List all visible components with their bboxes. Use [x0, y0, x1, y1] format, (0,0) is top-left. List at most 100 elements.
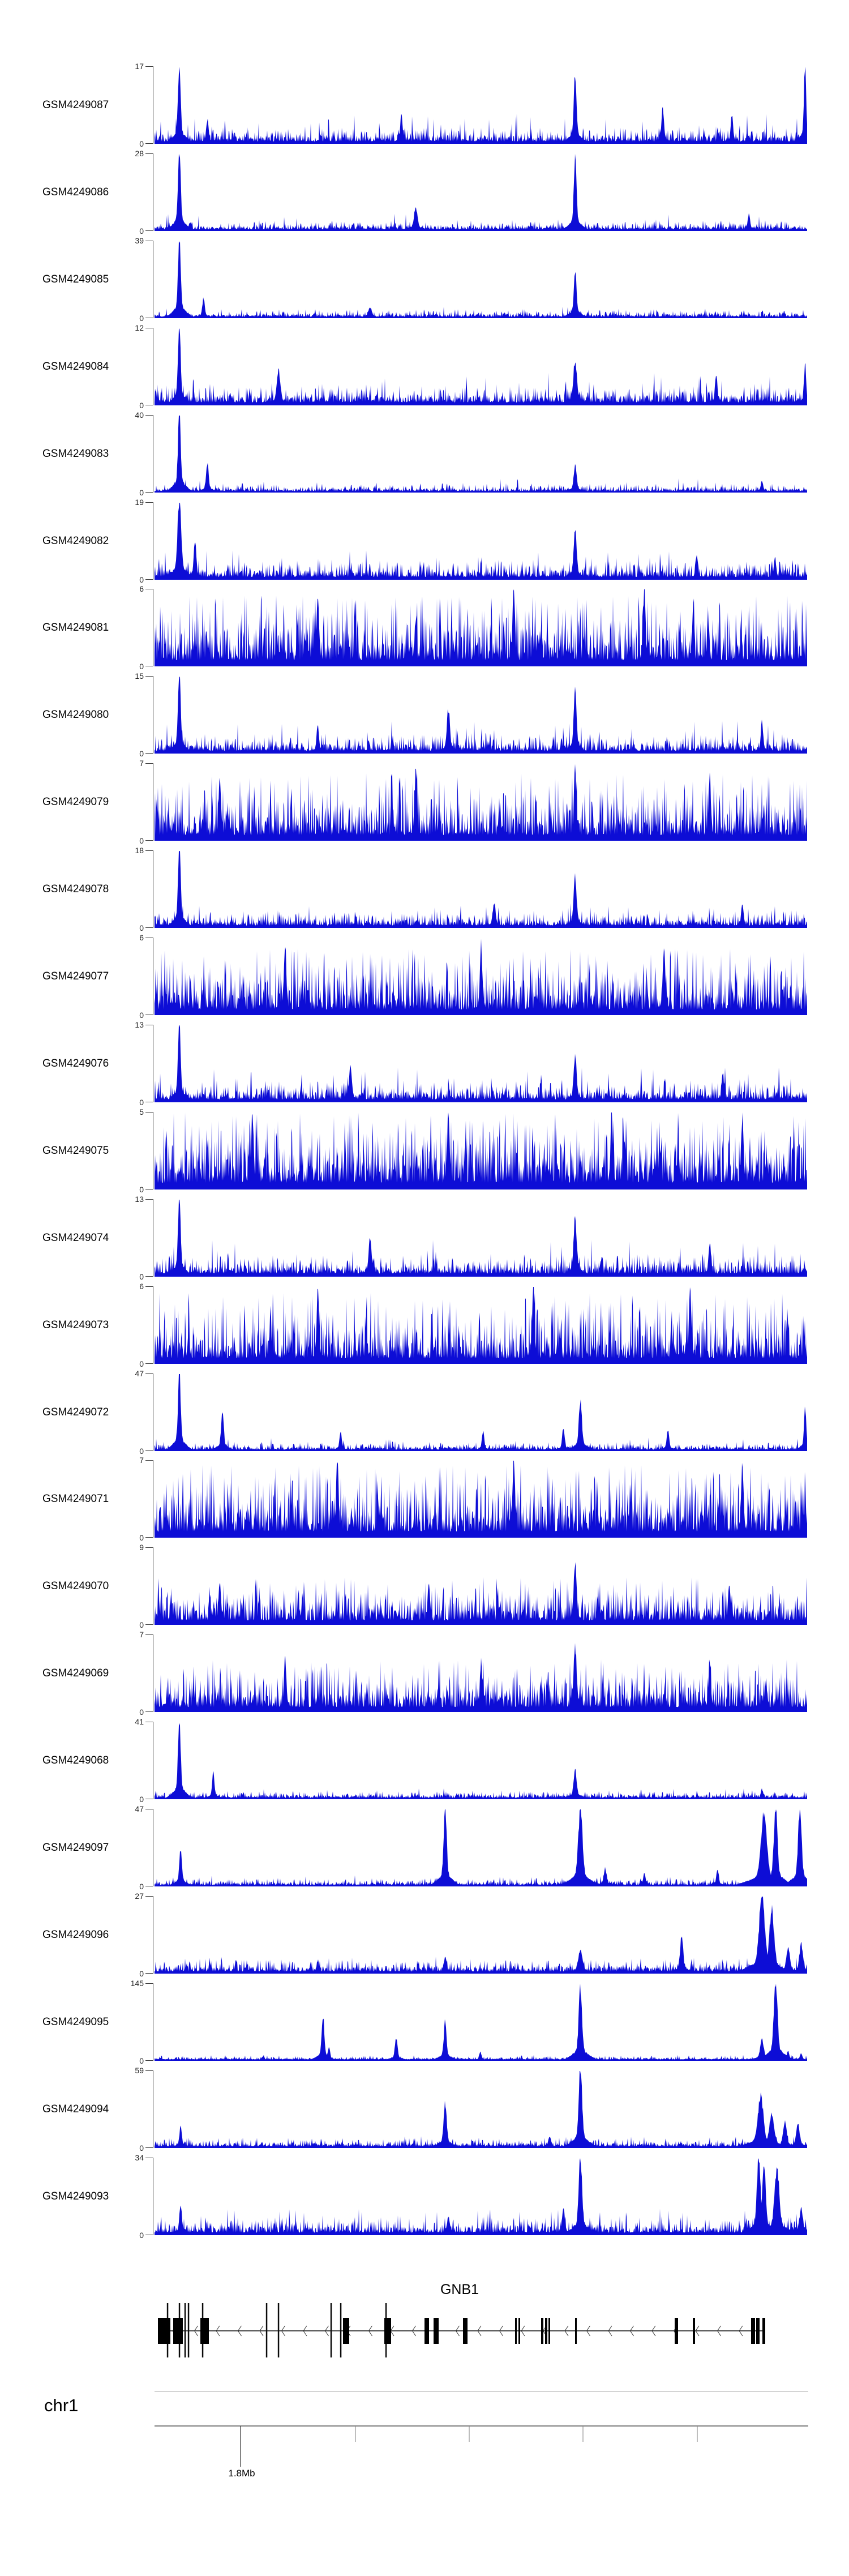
track-label: GSM4249084 [42, 360, 109, 373]
gene-exon-box [384, 2318, 391, 2344]
strand-arrow-left-icon [259, 2325, 264, 2337]
gene-exon-box [762, 2318, 765, 2344]
track-y-axis-bottom-tick [145, 230, 153, 231]
track-y-axis-top-tick [145, 1983, 153, 1984]
signal-track-row: GSM4249074 13 0 [0, 1195, 849, 1281]
track-ybase-label: 0 [139, 1533, 144, 1542]
track-ybase-label: 0 [139, 1708, 144, 1717]
track-signal-area [155, 764, 807, 841]
track-ymax-label: 7 [139, 1456, 144, 1465]
track-ymax-label: 6 [139, 1282, 144, 1291]
track-ymax-label: 59 [135, 2066, 144, 2075]
gene-exon-box [158, 2318, 170, 2344]
strand-arrow-left-icon [739, 2325, 743, 2337]
track-label: GSM4249087 [42, 99, 109, 111]
axis-tick-label: 1.8Mb [228, 2468, 255, 2479]
track-signal-area [155, 1984, 807, 2061]
signal-track-row: GSM4249086 28 0 [0, 149, 849, 235]
track-y-axis-top-tick [145, 2070, 153, 2072]
track-label: GSM4249077 [42, 970, 109, 982]
track-ybase-label: 0 [139, 1620, 144, 1629]
strand-arrow-left-icon [237, 2325, 242, 2337]
track-signal-area [155, 416, 807, 493]
track-y-axis-top-tick [145, 1286, 153, 1287]
track-label: GSM4249086 [42, 186, 109, 198]
track-label: GSM4249083 [42, 447, 109, 460]
gene-exon-box [756, 2318, 760, 2344]
track-y-axis-bottom-tick [145, 1972, 153, 1974]
track-ymax-label: 6 [139, 933, 144, 942]
track-signal-area [155, 241, 807, 318]
track-ybase-label: 0 [139, 226, 144, 236]
track-signal-area [155, 851, 807, 928]
strand-arrow-left-icon [303, 2325, 307, 2337]
track-y-axis-bottom-tick [145, 143, 153, 144]
track-ybase-label: 0 [139, 314, 144, 323]
gene-exon-box [173, 2318, 183, 2344]
track-y-axis-top-tick [145, 1547, 153, 1548]
track-label: GSM4249079 [42, 795, 109, 808]
track-label: GSM4249068 [42, 1754, 109, 1766]
gene-exon-box [515, 2318, 517, 2344]
track-label: GSM4249095 [42, 2016, 109, 2028]
track-ymax-label: 17 [135, 62, 144, 71]
signal-track-row: GSM4249096 27 0 [0, 1892, 849, 1978]
gene-exon-box [200, 2318, 209, 2344]
track-ybase-label: 0 [139, 139, 144, 148]
chromosome-label: chr1 [44, 2395, 79, 2415]
signal-track-row: GSM4249085 39 0 [0, 237, 849, 322]
gene-exon-box [675, 2318, 678, 2344]
signal-track-row: GSM4249079 7 0 [0, 759, 849, 845]
track-label: GSM4249081 [42, 621, 109, 634]
track-label: GSM4249085 [42, 273, 109, 285]
track-label: GSM4249069 [42, 1667, 109, 1679]
strand-arrow-left-icon [477, 2325, 482, 2337]
track-signal-area [155, 1897, 807, 1974]
track-y-axis-bottom-tick [145, 2147, 153, 2148]
track-ybase-label: 0 [139, 401, 144, 410]
track-ybase-label: 0 [139, 2143, 144, 2153]
track-ymax-label: 27 [135, 1892, 144, 1901]
track-y-axis-bottom-tick [145, 491, 153, 493]
track-y-axis-top-tick [145, 502, 153, 503]
track-signal-area [155, 1562, 807, 1625]
gene-exon-box [541, 2318, 543, 2344]
track-y-axis-bottom-tick [145, 1450, 153, 1451]
signal-track-row: GSM4249070 9 0 [0, 1543, 849, 1629]
track-y-axis-bottom-tick [145, 1276, 153, 1277]
track-y-axis-top-tick [145, 1460, 153, 1461]
signal-track-row: GSM4249069 7 0 [0, 1630, 849, 1716]
strand-arrow-left-icon [695, 2325, 700, 2337]
track-ymax-label: 13 [135, 1195, 144, 1204]
track-ymax-label: 145 [130, 1979, 144, 1988]
signal-track-row: GSM4249080 15 0 [0, 672, 849, 758]
track-ybase-label: 0 [139, 1969, 144, 1978]
gene-exon-box [518, 2318, 520, 2344]
track-ymax-label: 7 [139, 1630, 144, 1639]
track-ymax-label: 13 [135, 1020, 144, 1029]
track-signal-area [155, 503, 807, 580]
track-y-axis-top-tick [145, 1634, 153, 1636]
strand-arrow-left-icon [564, 2325, 569, 2337]
signal-track-row: GSM4249097 47 0 [0, 1805, 849, 1890]
track-y-axis-bottom-tick [145, 1624, 153, 1625]
track-signal-area [155, 2071, 807, 2148]
track-label: GSM4249072 [42, 1406, 109, 1418]
track-signal-area [155, 939, 807, 1015]
track-ymax-label: 47 [135, 1369, 144, 1378]
strand-arrow-left-icon [216, 2325, 220, 2337]
track-ybase-label: 0 [139, 923, 144, 932]
track-ybase-label: 0 [139, 1185, 144, 1194]
track-ybase-label: 0 [139, 1098, 144, 1107]
track-label: GSM4249097 [42, 1841, 109, 1854]
track-label: GSM4249070 [42, 1580, 109, 1592]
gene-exon-box [434, 2318, 439, 2344]
gene-exon-tall-mark [265, 2303, 268, 2357]
track-ybase-label: 0 [139, 1359, 144, 1368]
strand-arrow-left-icon [411, 2325, 416, 2337]
strand-arrow-left-icon [499, 2325, 503, 2337]
track-ybase-label: 0 [139, 575, 144, 584]
track-signal-area [155, 154, 807, 231]
track-ymax-label: 40 [135, 410, 144, 420]
track-signal-area [155, 1809, 807, 1886]
